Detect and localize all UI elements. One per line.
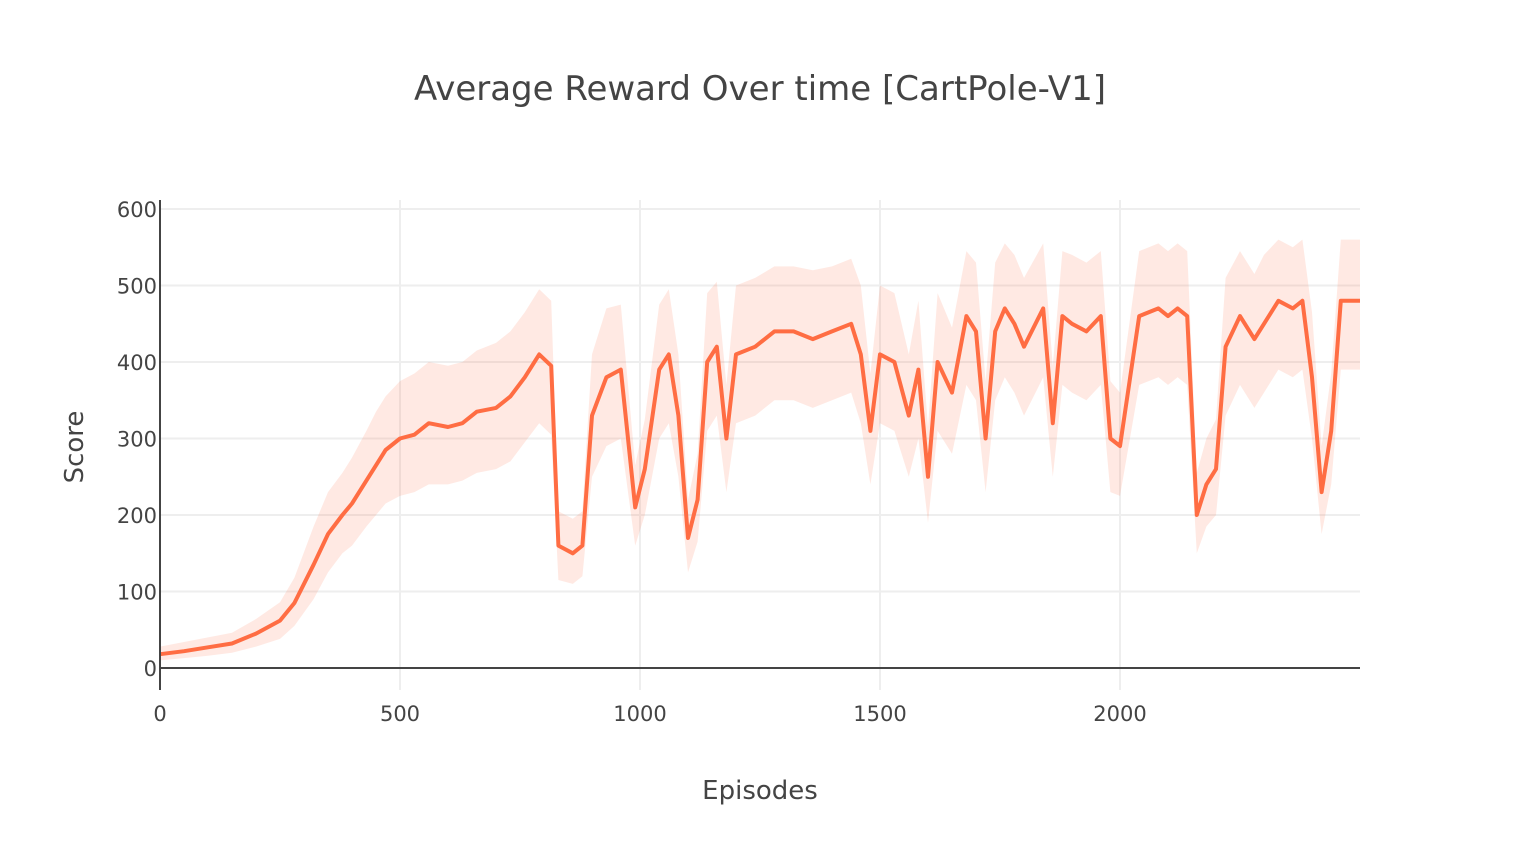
- y-tick-label: 500: [117, 275, 157, 299]
- axes: [159, 200, 1360, 690]
- y-tick-label: 600: [117, 198, 157, 222]
- series-line: [159, 298, 1360, 657]
- x-tick-labels: 0 500 1000 1500 2000: [153, 702, 1146, 726]
- x-tick-label: 1500: [853, 702, 906, 726]
- grid-lines: [160, 200, 1360, 690]
- y-tick-label: 300: [117, 428, 157, 452]
- x-tick-label: 0: [153, 702, 166, 726]
- y-tick-label: 200: [117, 504, 157, 528]
- x-axis-title: Episodes: [702, 776, 818, 806]
- x-tick-label: 500: [380, 702, 420, 726]
- y-tick-label: 400: [117, 351, 157, 375]
- chart-title: Average Reward Over time [CartPole-V1]: [414, 69, 1106, 109]
- y-tick-label: 100: [117, 581, 157, 605]
- y-tick-labels: 0 100 200 300 400 500 600: [117, 198, 157, 681]
- x-tick-label: 1000: [613, 702, 666, 726]
- score-line: [159, 298, 1360, 657]
- x-tick-label: 2000: [1093, 702, 1146, 726]
- y-tick-label: 0: [144, 657, 157, 681]
- y-axis-title: Score: [60, 411, 90, 484]
- confidence-band-area: [160, 239, 1360, 661]
- confidence-band: [160, 239, 1360, 661]
